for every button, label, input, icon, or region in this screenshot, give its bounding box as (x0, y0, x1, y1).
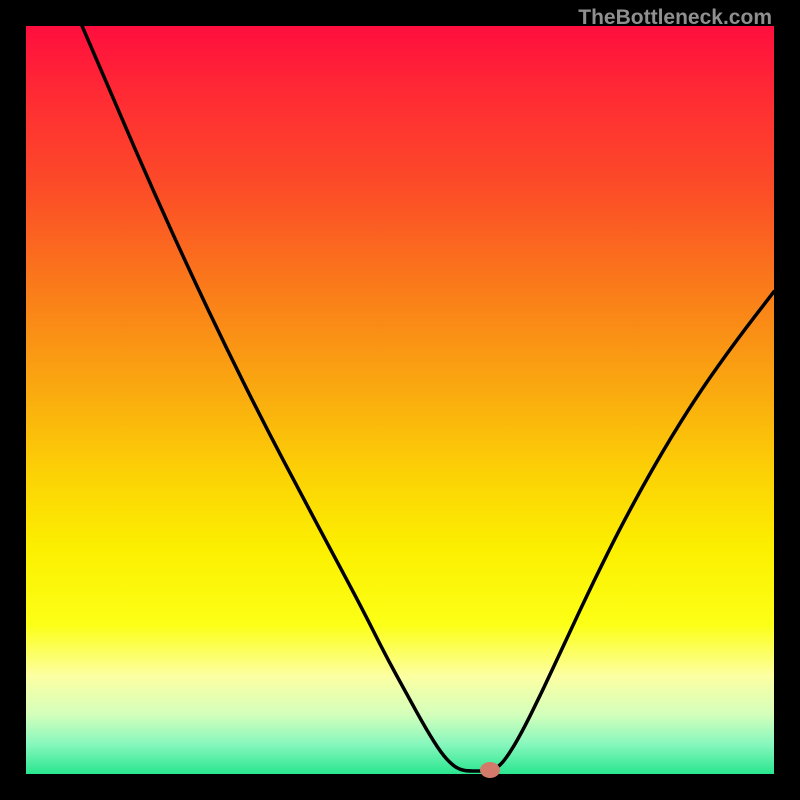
watermark-text: TheBottleneck.com (578, 6, 772, 30)
chart-container: { "chart": { "type": "line-on-gradient",… (0, 0, 800, 800)
curve-svg (26, 26, 774, 774)
minimum-marker (480, 762, 500, 778)
plot-area (26, 26, 774, 774)
